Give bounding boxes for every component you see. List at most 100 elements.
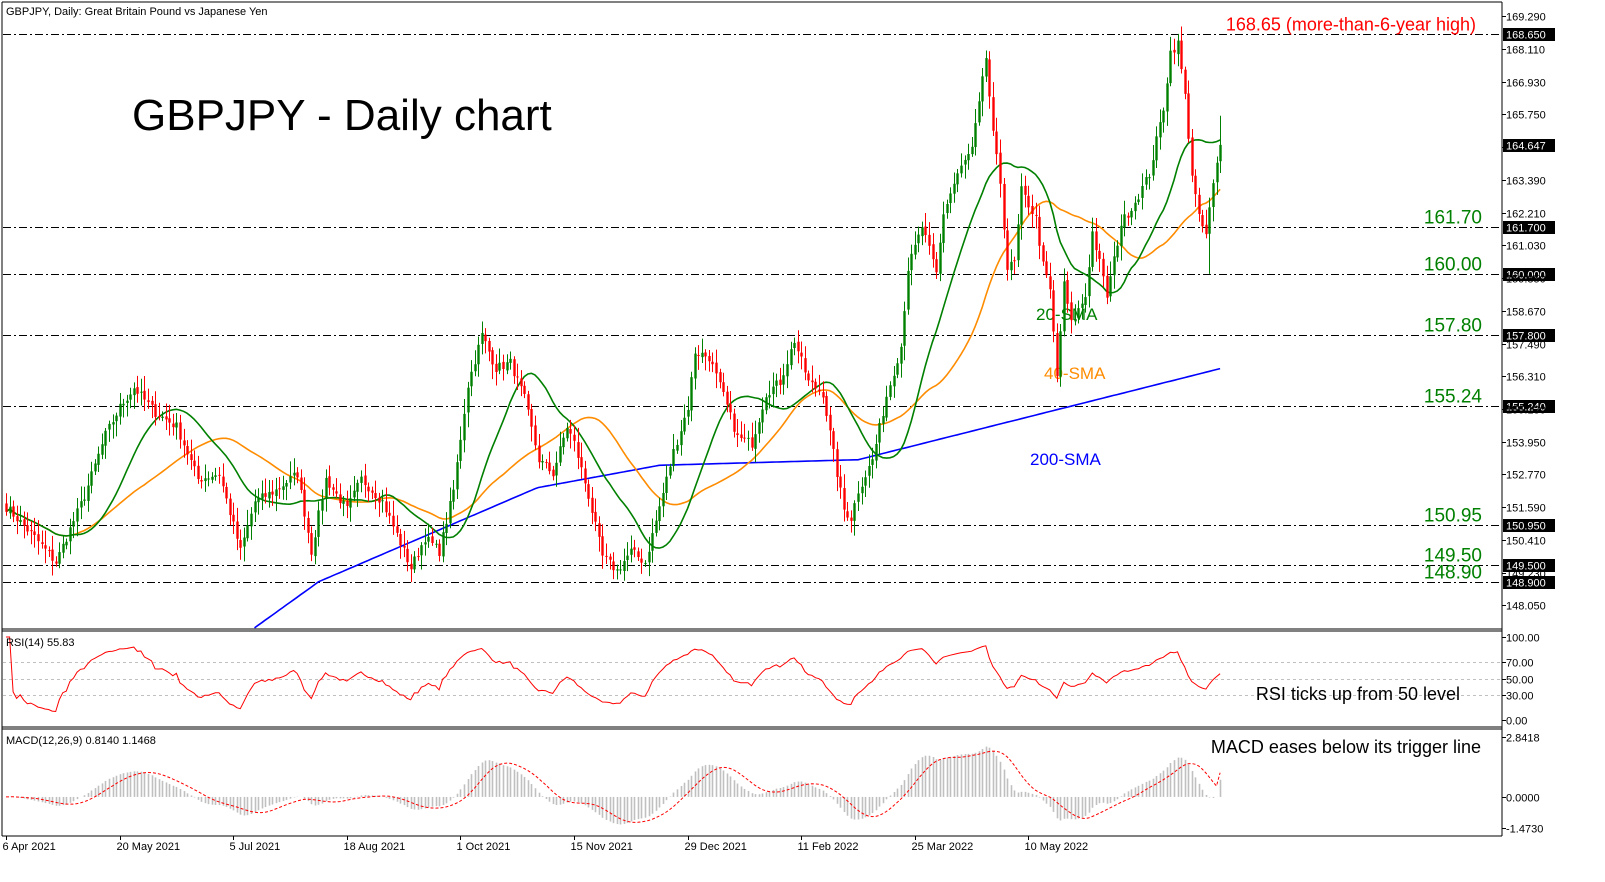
candle-body [1066,280,1069,304]
candle-body [633,547,636,550]
candle-body [1017,224,1020,261]
candle [1127,212,1130,226]
candle [711,352,714,373]
candle-body [935,259,938,273]
candle-body [992,97,995,131]
candle-body [839,476,842,488]
candle-body [1173,49,1176,53]
sma-20-line [5,138,1221,549]
candle [513,356,516,384]
candle [1201,209,1204,233]
candle-body [974,123,977,148]
candle [403,530,406,558]
macd-panel: 2.8418 0.0000 -1.4730 [5,733,1543,836]
candle [729,390,732,420]
candle [829,406,832,446]
candle-body [921,227,924,237]
candle [846,501,849,521]
candle-body [214,475,217,477]
candle-body [889,385,892,397]
candle [587,479,590,507]
candle-body [520,378,523,387]
candle-body [630,548,633,555]
candle [637,547,640,562]
candle [200,475,203,489]
candle [69,518,72,555]
candle-body [559,446,562,463]
candle [779,367,782,395]
candle [172,413,175,436]
candle-body [1127,215,1130,218]
candle [1159,109,1162,150]
candle-body [1024,185,1027,195]
candle-body [506,362,509,371]
candle [48,546,51,558]
candle [445,512,448,546]
candle [488,337,491,362]
candle [264,478,267,504]
level-axis-label: 161.700 [1506,223,1546,235]
candle [633,539,636,558]
candle-body [271,491,274,495]
candle [41,530,44,549]
candle-body [278,488,281,490]
level-axis-tag [1503,519,1555,532]
candle-body [108,423,111,430]
candle [914,231,917,260]
candle-body [335,491,338,494]
candle-body [1198,194,1201,214]
candle [108,420,111,442]
candle-body [1123,214,1126,228]
candle [885,385,888,422]
candle-body [1205,224,1208,235]
candle-body [715,362,718,374]
candle-body [396,526,399,533]
candle-body [719,372,722,383]
candle-body [431,536,434,544]
candle-body [168,418,171,423]
candle-body [16,516,19,522]
candle-body [481,332,484,344]
candle-body [530,409,533,427]
candle [1020,173,1023,240]
candle-body [665,476,668,493]
candle-body [949,193,952,204]
candle-body [474,364,477,372]
candle [1024,175,1027,208]
candle [30,521,33,545]
candle [1212,179,1215,222]
candle [758,418,761,443]
candle-body [325,477,328,499]
candle [438,539,441,562]
candle-body [836,449,839,478]
candle [307,511,310,544]
candle [385,487,388,518]
candle [832,427,835,462]
candle [5,493,8,516]
candle [310,526,313,562]
candle-body [978,101,981,123]
candle-body [452,489,455,502]
candle [1059,323,1062,387]
candle-body [119,403,122,417]
candle-body [598,523,601,537]
candle-body [1045,261,1048,276]
candle-body [1052,290,1055,332]
candle [662,482,665,518]
candle [197,455,200,484]
candle [303,477,306,530]
candle [463,398,466,453]
candle-body [246,525,249,539]
level-axis-tag [1503,268,1555,281]
candle [225,482,228,504]
candle-body [1159,122,1162,138]
candle-body [942,214,945,244]
candle-body [552,469,555,477]
candle-body [853,503,856,521]
candle [594,498,597,532]
candle [605,543,608,565]
candle-body [360,476,363,483]
candle [83,486,86,506]
candle [218,467,221,484]
candle-body [669,466,672,476]
